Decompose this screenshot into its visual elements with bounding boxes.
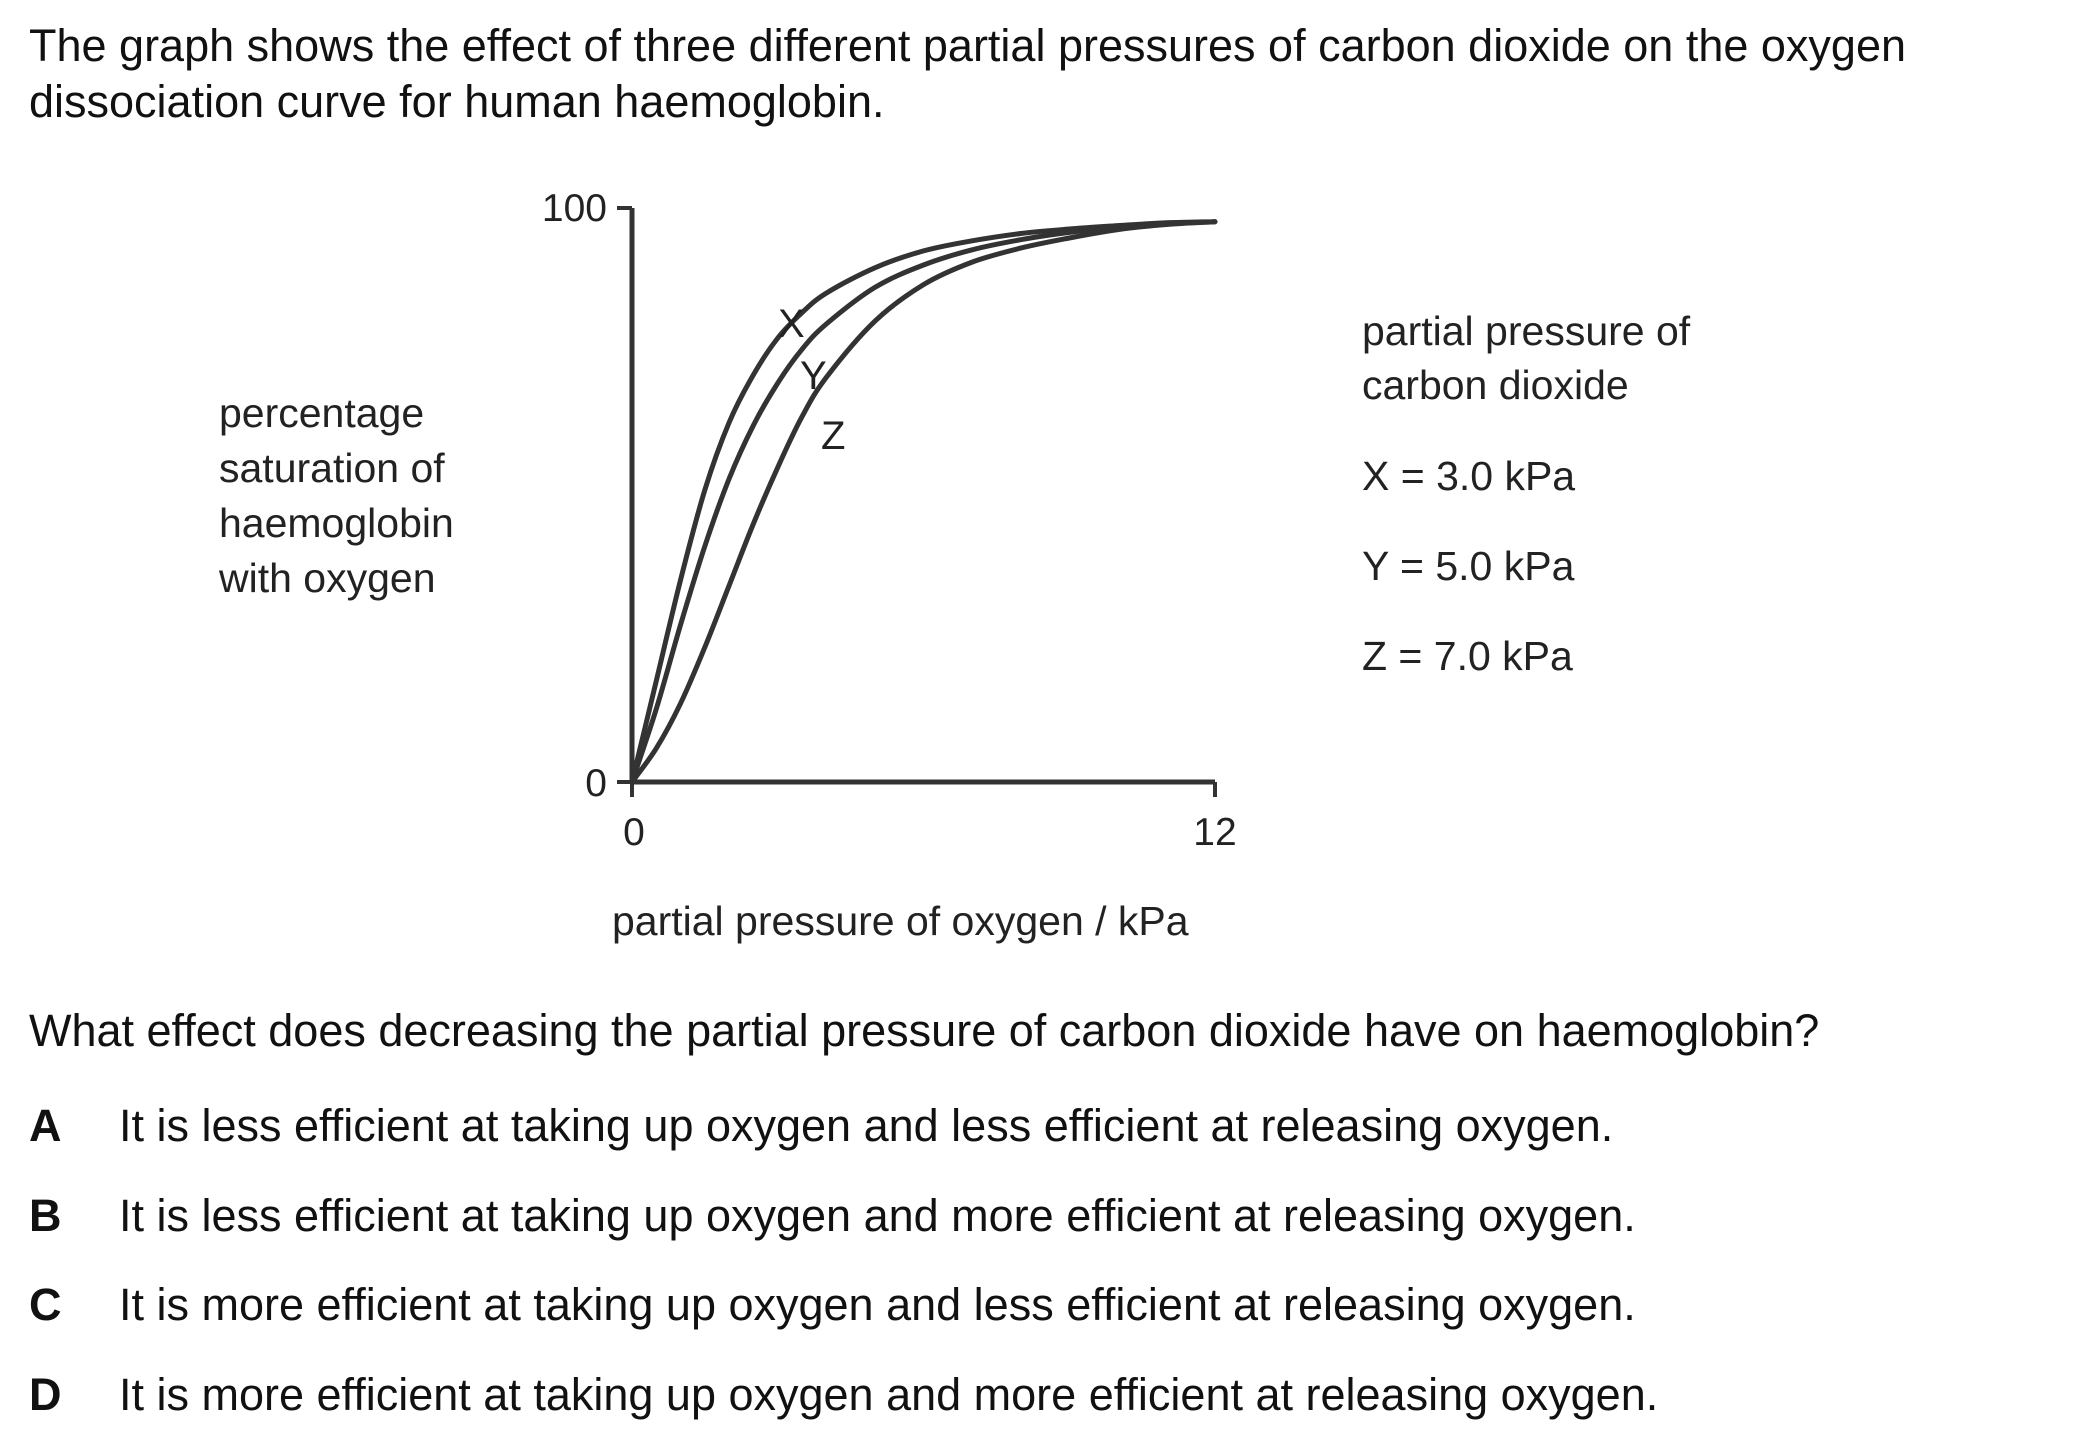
legend-title-line-1: partial pressure of xyxy=(1362,308,1691,354)
option-a-letter: A xyxy=(29,1100,62,1151)
curve-x xyxy=(629,219,1218,785)
legend-title-line-2: carbon dioxide xyxy=(1362,362,1629,408)
option-c-text: It is more efficient at taking up oxygen… xyxy=(119,1279,1636,1330)
option-a[interactable]: A It is less efficient at taking up oxyge… xyxy=(29,1098,1613,1154)
legend-entry-y: Y = 5.0 kPa xyxy=(1362,543,1575,589)
y-axis-label-line-2: saturation of xyxy=(219,445,445,491)
y-axis-label-line-1: percentage xyxy=(219,390,424,436)
option-c-letter: C xyxy=(29,1279,62,1330)
question-text: What effect does decreasing the partial … xyxy=(29,1005,1820,1056)
question-intro: The graph shows the effect of three diff… xyxy=(29,20,1906,127)
legend-entry-x: X = 3.0 kPa xyxy=(1362,453,1575,499)
curve-y xyxy=(629,219,1218,785)
option-d-text: It is more efficient at taking up oxygen… xyxy=(119,1369,1659,1420)
option-b-text: It is less efficient at taking up oxygen… xyxy=(119,1190,1636,1241)
curves-group xyxy=(629,219,1218,785)
legend: partial pressure of carbon dioxide X = 3… xyxy=(1362,308,1691,679)
y-tick-label-min: 0 xyxy=(585,762,607,805)
oxygen-dissociation-chart: 100 0 0 12 partial pressure of oxygen / … xyxy=(218,187,1691,944)
y-tick-label-max: 100 xyxy=(542,187,607,230)
option-a-text: It is less efficient at taking up oxygen… xyxy=(119,1100,1614,1151)
option-d-letter: D xyxy=(29,1369,62,1420)
x-axis-label: partial pressure of oxygen / kPa xyxy=(612,898,1189,944)
option-c[interactable]: C It is more efficient at taking up oxyge… xyxy=(29,1277,1636,1333)
series-label-x: X xyxy=(778,302,805,346)
series-labels: X Y Z xyxy=(778,302,845,458)
option-b[interactable]: B It is less efficient at taking up oxyge… xyxy=(29,1188,1636,1244)
curve-z xyxy=(629,219,1218,785)
y-axis-label-line-3: haemoglobin xyxy=(219,500,454,546)
option-b-letter: B xyxy=(29,1190,62,1241)
x-tick-label-max: 12 xyxy=(1193,811,1236,854)
y-axis-label-line-4: with oxygen xyxy=(218,555,436,601)
y-axis-label: percentage saturation of haemoglobin wit… xyxy=(218,390,454,601)
axes-group xyxy=(617,206,1217,797)
series-label-y: Y xyxy=(800,354,827,398)
legend-entry-z: Z = 7.0 kPa xyxy=(1362,633,1573,679)
series-label-z: Z xyxy=(821,414,845,458)
option-d[interactable]: D It is more efficient at taking up oxyge… xyxy=(29,1367,1658,1423)
x-tick-label-min: 0 xyxy=(623,811,645,854)
